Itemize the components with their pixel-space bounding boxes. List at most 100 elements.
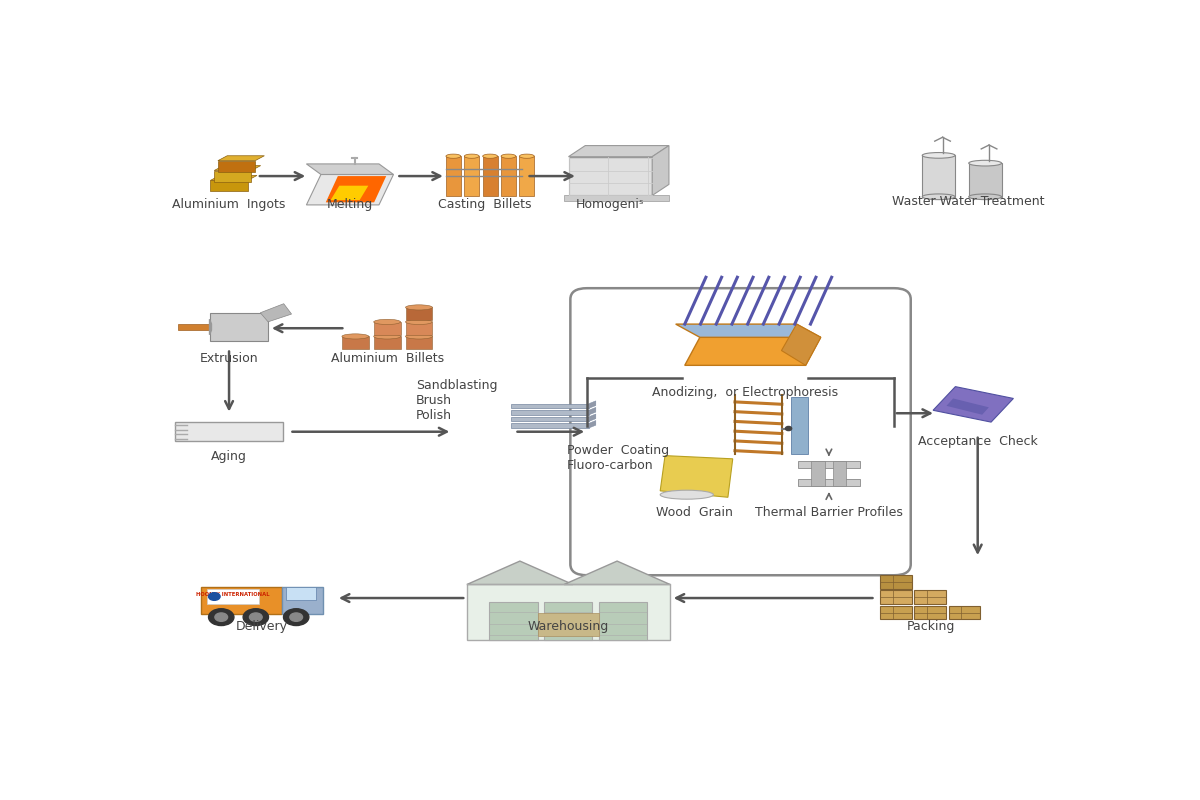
Text: Warehousing: Warehousing	[528, 619, 610, 633]
Bar	[880, 590, 912, 604]
Polygon shape	[676, 324, 821, 338]
Bar	[880, 575, 912, 589]
Ellipse shape	[342, 334, 368, 339]
Bar	[373, 322, 401, 334]
Bar	[569, 157, 653, 195]
Polygon shape	[260, 304, 292, 322]
Bar	[502, 156, 516, 196]
Circle shape	[786, 426, 792, 430]
Bar	[798, 479, 860, 486]
Polygon shape	[210, 319, 211, 334]
Ellipse shape	[406, 334, 432, 339]
Text: Delivery: Delivery	[235, 619, 288, 633]
Bar	[791, 398, 808, 454]
Text: Anodizing,  or Electrophoresis: Anodizing, or Electrophoresis	[652, 386, 839, 398]
Bar	[538, 613, 600, 636]
Ellipse shape	[464, 154, 479, 158]
Bar	[482, 156, 498, 196]
Polygon shape	[589, 407, 596, 415]
Bar	[179, 325, 211, 330]
Polygon shape	[589, 414, 596, 422]
Ellipse shape	[482, 154, 498, 158]
Bar	[968, 163, 1002, 197]
Polygon shape	[589, 421, 596, 428]
Ellipse shape	[923, 194, 955, 200]
Polygon shape	[685, 338, 821, 366]
Ellipse shape	[968, 194, 1002, 200]
Bar	[923, 155, 955, 197]
Polygon shape	[947, 398, 989, 414]
Text: Aluminium  Ingots: Aluminium Ingots	[173, 198, 286, 210]
Polygon shape	[306, 164, 394, 174]
Bar	[282, 587, 323, 614]
Text: Waster Water Treatment: Waster Water Treatment	[892, 194, 1045, 207]
Polygon shape	[653, 146, 668, 195]
Ellipse shape	[968, 160, 1002, 166]
Bar	[464, 156, 479, 196]
Bar	[914, 590, 946, 604]
Polygon shape	[564, 561, 670, 585]
Bar	[406, 307, 432, 320]
Text: Packing: Packing	[907, 619, 955, 633]
Bar	[286, 586, 316, 600]
Bar	[342, 337, 368, 350]
Bar	[798, 462, 860, 468]
Bar	[214, 170, 251, 182]
Polygon shape	[210, 175, 257, 180]
Polygon shape	[218, 156, 264, 161]
Polygon shape	[569, 146, 668, 157]
Circle shape	[283, 609, 308, 626]
Text: Casting  Billets: Casting Billets	[438, 198, 532, 210]
Text: Wood  Grain: Wood Grain	[655, 506, 732, 518]
Polygon shape	[589, 401, 596, 408]
Text: Aluminium  Billets: Aluminium Billets	[330, 352, 444, 365]
Bar	[373, 337, 401, 350]
Circle shape	[209, 609, 234, 626]
Ellipse shape	[406, 319, 432, 325]
Ellipse shape	[373, 319, 401, 325]
Bar	[210, 180, 247, 191]
Bar	[520, 156, 534, 196]
Circle shape	[244, 609, 269, 626]
Bar	[544, 602, 593, 640]
Text: Powder  Coating
Fluoro-carbon: Powder Coating Fluoro-carbon	[566, 444, 668, 472]
Bar	[811, 462, 824, 486]
Bar	[446, 156, 461, 196]
Bar	[914, 606, 946, 619]
Ellipse shape	[502, 154, 516, 158]
Text: Sandblasting
Brush
Polish: Sandblasting Brush Polish	[416, 379, 498, 422]
Bar	[488, 602, 538, 640]
Polygon shape	[934, 386, 1014, 422]
Ellipse shape	[446, 154, 461, 158]
Bar	[599, 602, 647, 640]
Bar	[511, 410, 589, 415]
Bar	[880, 606, 912, 619]
Bar	[406, 337, 432, 350]
Polygon shape	[306, 174, 394, 205]
Bar	[218, 161, 256, 172]
Polygon shape	[781, 324, 821, 366]
Polygon shape	[214, 166, 260, 170]
Bar	[175, 422, 283, 442]
Bar	[511, 423, 589, 428]
Text: HOONLY INTERNATIONAL: HOONLY INTERNATIONAL	[196, 592, 270, 597]
Ellipse shape	[520, 154, 534, 158]
Circle shape	[215, 613, 228, 622]
Bar	[202, 586, 282, 614]
Polygon shape	[467, 561, 572, 585]
Circle shape	[290, 613, 302, 622]
Polygon shape	[660, 456, 733, 498]
Ellipse shape	[923, 153, 955, 158]
Polygon shape	[331, 186, 368, 200]
Bar	[564, 195, 668, 201]
Text: Homogeniˢ: Homogeniˢ	[576, 198, 644, 210]
Bar	[948, 606, 980, 619]
Bar	[406, 322, 432, 334]
Text: Extrusion: Extrusion	[199, 352, 258, 365]
Bar	[206, 590, 259, 604]
Bar	[511, 417, 589, 422]
Text: Melting: Melting	[326, 198, 373, 210]
Bar	[467, 585, 670, 640]
Text: Aging: Aging	[211, 450, 247, 463]
Text: Thermal Barrier Profiles: Thermal Barrier Profiles	[755, 506, 902, 518]
